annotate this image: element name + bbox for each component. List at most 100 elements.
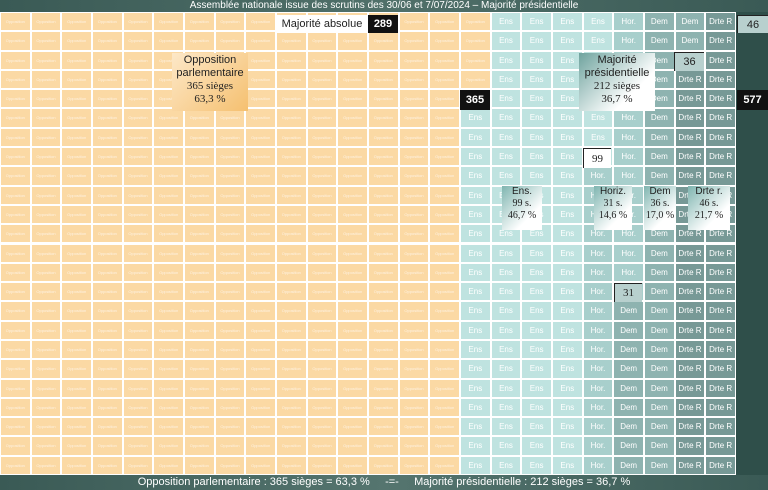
seat-cell-opposition: Opposition [276, 282, 307, 302]
seat-cell-dem: Dem [674, 31, 706, 51]
seat-cell-opposition: Opposition [368, 166, 399, 186]
seat-cell-opposition: Opposition [0, 224, 31, 244]
seat-cell-opposition: Opposition [429, 166, 460, 186]
seat-cell-opposition: Opposition [429, 378, 460, 398]
seat-cell-hor: Hor. [582, 436, 614, 456]
seat-cell-opposition: Opposition [122, 455, 154, 475]
seat-cell-ens: Ens [460, 436, 491, 456]
dem-info-percent: 17,0 % [645, 210, 675, 221]
seat-cell-opposition: Opposition [214, 147, 246, 167]
seat-cell-opposition: Opposition [122, 320, 154, 340]
seat-cell-opposition: Opposition [276, 50, 307, 70]
seat-cell-opposition: Opposition [30, 31, 62, 51]
seat-cell-opposition: Opposition [153, 301, 184, 321]
seat-cell-ens: Ens [490, 69, 522, 90]
seat-cell-opposition: Opposition [122, 69, 154, 90]
seat-cell-drte: Drte R [674, 339, 706, 360]
seat-cell-ens: Ens [460, 224, 491, 244]
seat-cell-dem: Dem [644, 166, 675, 186]
seat-cell-opposition: Opposition [429, 69, 460, 90]
seat-cell-drte: Drte R [674, 127, 706, 148]
seat-cell-opposition: Opposition [368, 108, 399, 128]
seat-cell-opposition: Opposition [276, 436, 307, 456]
seat-cell-opposition: Opposition [276, 397, 307, 418]
seat-cell-opposition: Opposition [0, 185, 31, 205]
seat-cell-opposition: Opposition [184, 397, 215, 418]
seat-cell-dem: Dem [644, 12, 675, 32]
seat-cell-opposition: Opposition [184, 185, 215, 205]
seat-cell-opposition: Opposition [122, 436, 154, 456]
seat-cell-opposition: Opposition [214, 359, 246, 379]
seat-cell-opposition: Opposition [122, 243, 154, 263]
seat-cell-opposition: Opposition [184, 243, 215, 263]
seat-cell-opposition: Opposition [184, 339, 215, 360]
seat-cell-opposition: Opposition [245, 166, 276, 186]
ens-info-percent: 46,7 % [507, 210, 537, 221]
seat-cell-ens: Ens [490, 12, 522, 32]
seat-cell-opposition: Opposition [153, 262, 184, 283]
seat-cell-opposition: Opposition [245, 282, 276, 302]
seat-cell-opposition: Opposition [276, 108, 307, 128]
seat-cell-opposition: Opposition [184, 108, 215, 128]
seat-cell-opposition: Opposition [0, 359, 31, 379]
seat-cell-opposition: Opposition [92, 301, 123, 321]
seat-cell-ens: Ens [552, 31, 583, 51]
seat-cell-hor: Hor. [613, 147, 644, 167]
drte-info-seats: 46 s. [699, 198, 719, 209]
presidential-info-percent: 36,7 % [601, 93, 633, 105]
seat-cell-opposition: Opposition [214, 185, 246, 205]
seat-cell-opposition: Opposition [214, 301, 246, 321]
seat-cell-ens: Ens [521, 262, 552, 283]
seat-cell-ens: Ens [552, 301, 583, 321]
seat-cell-opposition: Opposition [460, 69, 491, 90]
seat-cell-opposition: Opposition [306, 243, 338, 263]
seat-cell-opposition: Opposition [368, 224, 399, 244]
drte-info-percent: 21,7 % [694, 210, 724, 221]
seat-cell-opposition: Opposition [0, 301, 31, 321]
seat-cell-opposition: Opposition [122, 50, 154, 70]
seat-cell-opposition: Opposition [184, 455, 215, 475]
seat-cell-opposition: Opposition [92, 224, 123, 244]
seat-cell-hor: Hor. [582, 339, 614, 360]
seat-cell-opposition: Opposition [214, 397, 246, 418]
seat-cell-drte: Drte R [705, 108, 736, 128]
seat-cell-opposition: Opposition [398, 320, 430, 340]
seat-cell-opposition: Opposition [122, 282, 154, 302]
seat-cell-dem: Dem [613, 378, 644, 398]
seat-cell-opposition: Opposition [276, 262, 307, 283]
seat-cell-opposition: Opposition [337, 243, 368, 263]
seat-cell-ens: Ens [552, 282, 583, 302]
seat-cell-opposition: Opposition [398, 166, 430, 186]
seat-cell-opposition: Opposition [276, 243, 307, 263]
seat-cell-opposition: Opposition [61, 455, 92, 475]
seat-cell-opposition: Opposition [153, 31, 184, 51]
seat-cell-opposition: Opposition [306, 282, 338, 302]
seat-cell-ens: Ens [521, 282, 552, 302]
seat-cell-ens: Ens [490, 378, 522, 398]
seat-cell-opposition: Opposition [61, 262, 92, 283]
seat-cell-opposition: Opposition [398, 224, 430, 244]
seat-cell-ens: Ens [521, 378, 552, 398]
seat-cell-opposition: Opposition [368, 147, 399, 167]
seat-cell-opposition: Opposition [184, 224, 215, 244]
seat-cell-opposition: Opposition [30, 147, 62, 167]
footer-presidential-text: Majorité présidentielle : 212 sièges = 3… [414, 476, 631, 488]
seat-cell-opposition: Opposition [245, 339, 276, 360]
seat-cell-opposition: Opposition [184, 436, 215, 456]
seat-cell-opposition: Opposition [306, 50, 338, 70]
seat-cell-opposition: Opposition [30, 378, 62, 398]
hor-info-name: Horiz. [599, 186, 627, 197]
seat-cell-opposition: Opposition [306, 147, 338, 167]
seat-cell-ens: Ens [521, 12, 552, 32]
seat-cell-opposition: Opposition [153, 436, 184, 456]
presidential-info-seats: 212 sièges [593, 80, 641, 92]
seat-cell-hor: Hor. [582, 455, 614, 475]
seat-cell-drte: Drte R [705, 455, 736, 475]
seat-cell-opposition: Opposition [214, 243, 246, 263]
seat-cell-opposition: Opposition [184, 417, 215, 437]
seat-cell-opposition: Opposition [306, 301, 338, 321]
seat-cell-drte: Drte R [674, 455, 706, 475]
seat-cell-opposition: Opposition [306, 127, 338, 148]
seat-cell-opposition: Opposition [245, 455, 276, 475]
seat-cell-ens: Ens [521, 127, 552, 148]
